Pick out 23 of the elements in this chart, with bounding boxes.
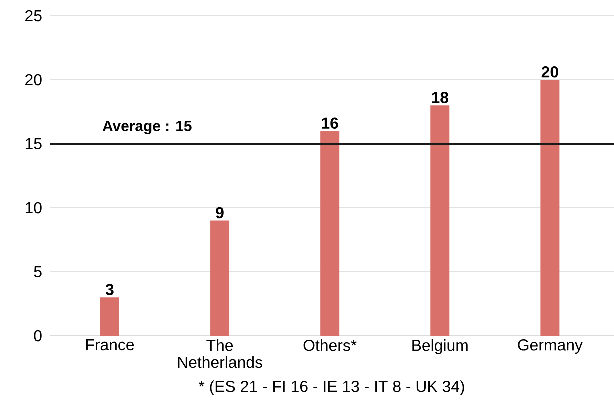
x-tick-label: Belgium	[412, 340, 468, 354]
x-tick-label: The Netherlands	[178, 340, 262, 368]
y-tick-label: 15	[26, 138, 42, 150]
data-label: 9	[216, 207, 224, 219]
ref-line-label: Average : 15	[102, 121, 192, 134]
data-label: 18	[432, 92, 449, 104]
y-tick-label: 5	[34, 266, 42, 278]
y-tick-label: 20	[26, 74, 42, 86]
bar	[320, 131, 340, 336]
text: * (ES 21 - FI 16 - IE 13 - IT 8 - UK 34)	[198, 380, 464, 396]
x-tick-label: France	[86, 340, 134, 351]
y-tick-label: 10	[26, 202, 42, 214]
x-tick-label: Germany	[518, 340, 583, 354]
y-tick-label: 25	[26, 10, 42, 22]
data-label: 3	[106, 284, 114, 296]
y-tick-label: 0	[34, 330, 42, 342]
data-label: 20	[542, 66, 558, 78]
bar	[100, 298, 120, 336]
data-label: 16	[322, 118, 338, 129]
x-tick-label: Others*	[304, 340, 357, 352]
bar	[540, 80, 560, 336]
bar	[210, 220, 230, 336]
bar	[430, 106, 450, 336]
